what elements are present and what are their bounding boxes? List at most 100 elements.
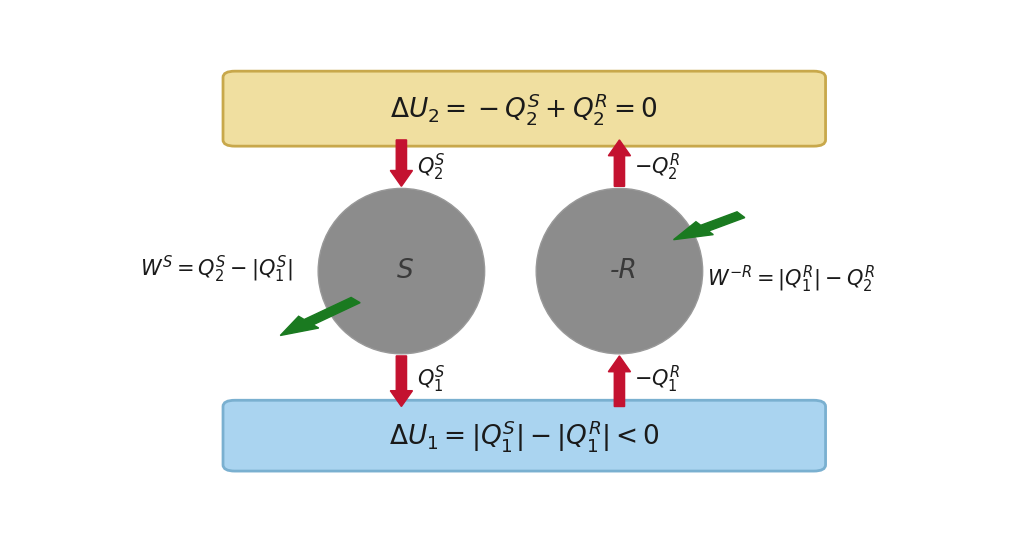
Ellipse shape xyxy=(357,223,429,295)
Ellipse shape xyxy=(577,226,643,292)
Ellipse shape xyxy=(321,192,480,348)
Ellipse shape xyxy=(579,228,640,288)
Ellipse shape xyxy=(558,208,671,321)
Ellipse shape xyxy=(366,232,416,281)
Ellipse shape xyxy=(381,245,395,259)
Text: -R: -R xyxy=(610,258,637,284)
Ellipse shape xyxy=(365,231,417,283)
Ellipse shape xyxy=(583,231,635,283)
Ellipse shape xyxy=(330,200,466,335)
Ellipse shape xyxy=(379,243,398,262)
Ellipse shape xyxy=(337,205,458,326)
Ellipse shape xyxy=(539,192,698,348)
Ellipse shape xyxy=(595,242,618,264)
Ellipse shape xyxy=(588,236,627,275)
Ellipse shape xyxy=(356,222,431,297)
Ellipse shape xyxy=(569,219,655,304)
Ellipse shape xyxy=(349,216,441,307)
Text: $W^{-R} = |Q_1^R|-Q_2^R$: $W^{-R} = |Q_1^R|-Q_2^R$ xyxy=(707,264,875,295)
Ellipse shape xyxy=(371,237,408,273)
FancyArrow shape xyxy=(609,140,630,186)
Ellipse shape xyxy=(324,194,477,345)
Ellipse shape xyxy=(543,195,693,344)
Ellipse shape xyxy=(352,220,436,302)
Ellipse shape xyxy=(348,215,442,309)
FancyArrow shape xyxy=(609,356,630,406)
Ellipse shape xyxy=(338,206,457,325)
Ellipse shape xyxy=(603,248,608,254)
Ellipse shape xyxy=(342,210,450,318)
Ellipse shape xyxy=(328,197,470,338)
Ellipse shape xyxy=(345,212,447,314)
Ellipse shape xyxy=(362,229,420,287)
FancyArrow shape xyxy=(391,140,412,186)
Ellipse shape xyxy=(552,203,679,329)
Ellipse shape xyxy=(586,234,630,278)
Ellipse shape xyxy=(370,236,409,275)
Ellipse shape xyxy=(325,195,475,344)
Ellipse shape xyxy=(562,211,667,316)
Ellipse shape xyxy=(598,245,613,259)
Ellipse shape xyxy=(597,244,614,261)
Ellipse shape xyxy=(331,201,465,333)
Ellipse shape xyxy=(340,208,453,321)
Ellipse shape xyxy=(566,215,660,309)
Ellipse shape xyxy=(541,193,696,347)
Ellipse shape xyxy=(555,206,675,325)
Ellipse shape xyxy=(568,217,657,306)
Ellipse shape xyxy=(542,194,695,345)
Ellipse shape xyxy=(327,197,472,340)
Ellipse shape xyxy=(578,227,642,290)
Ellipse shape xyxy=(593,240,621,268)
Ellipse shape xyxy=(538,190,700,351)
Ellipse shape xyxy=(572,221,652,300)
Ellipse shape xyxy=(564,213,663,313)
FancyArrow shape xyxy=(391,356,412,406)
Text: $\Delta U_2 = -Q_2^S + Q_2^R = 0$: $\Delta U_2 = -Q_2^S + Q_2^R = 0$ xyxy=(391,91,658,127)
Ellipse shape xyxy=(557,207,673,323)
Ellipse shape xyxy=(343,211,449,316)
Text: $W^S = Q_2^S-|Q_1^S|$: $W^S = Q_2^S-|Q_1^S|$ xyxy=(140,253,293,285)
Ellipse shape xyxy=(322,193,478,347)
Ellipse shape xyxy=(547,199,686,337)
Ellipse shape xyxy=(549,201,683,333)
Ellipse shape xyxy=(341,209,452,319)
Ellipse shape xyxy=(573,221,651,299)
Ellipse shape xyxy=(604,249,606,252)
Ellipse shape xyxy=(355,221,433,299)
Text: S: S xyxy=(397,258,413,284)
Ellipse shape xyxy=(319,189,483,352)
Ellipse shape xyxy=(359,226,426,292)
FancyBboxPatch shape xyxy=(223,71,826,146)
Ellipse shape xyxy=(369,235,411,276)
FancyArrow shape xyxy=(280,298,360,335)
Ellipse shape xyxy=(589,237,626,273)
Text: $-Q_2^R$: $-Q_2^R$ xyxy=(633,151,680,182)
Ellipse shape xyxy=(372,238,406,271)
Ellipse shape xyxy=(329,199,469,337)
Ellipse shape xyxy=(318,188,485,354)
Ellipse shape xyxy=(545,197,690,340)
Ellipse shape xyxy=(576,225,646,294)
Ellipse shape xyxy=(376,241,401,266)
Ellipse shape xyxy=(575,223,647,295)
Ellipse shape xyxy=(353,221,434,300)
Ellipse shape xyxy=(351,219,437,304)
Ellipse shape xyxy=(548,200,684,335)
Ellipse shape xyxy=(350,217,439,306)
Ellipse shape xyxy=(574,222,649,297)
Ellipse shape xyxy=(551,202,681,332)
Ellipse shape xyxy=(546,197,687,338)
Ellipse shape xyxy=(544,196,692,342)
Ellipse shape xyxy=(554,205,676,326)
Ellipse shape xyxy=(383,247,392,255)
Ellipse shape xyxy=(339,207,455,323)
Ellipse shape xyxy=(320,190,482,351)
Ellipse shape xyxy=(560,210,668,318)
Ellipse shape xyxy=(536,188,703,354)
Ellipse shape xyxy=(563,212,665,314)
Ellipse shape xyxy=(599,246,611,258)
Ellipse shape xyxy=(361,228,422,288)
Ellipse shape xyxy=(358,225,428,294)
Ellipse shape xyxy=(585,233,632,280)
